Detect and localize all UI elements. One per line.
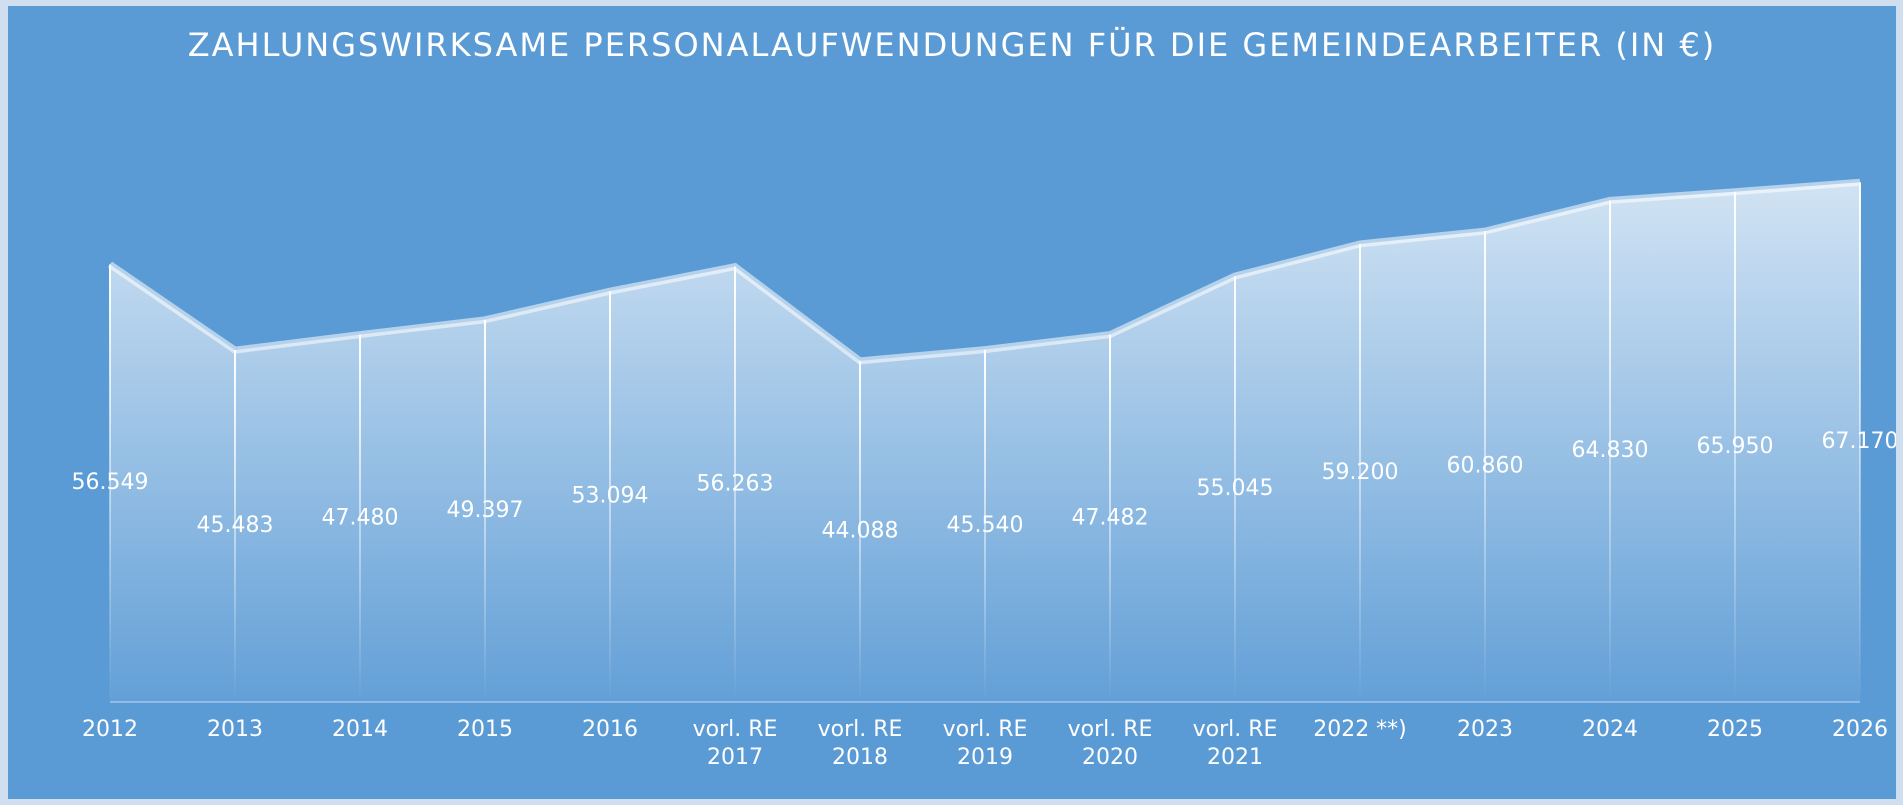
x-tick-label: vorl. RE 2019 [942, 717, 1028, 770]
data-label: 67.170 [1822, 429, 1896, 454]
x-tick-label: 2014 [332, 717, 388, 742]
x-tick-label: 2026 [1832, 717, 1888, 742]
x-tick-label: vorl. RE 2018 [817, 717, 903, 770]
data-label: 55.045 [1197, 476, 1274, 501]
data-label: 47.480 [322, 505, 399, 530]
x-tick-label: 2013 [207, 717, 263, 742]
x-tick-label: 2012 [82, 717, 138, 742]
data-label: 45.540 [947, 513, 1024, 538]
chart: ZAHLUNGSWIRKSAME PERSONALAUFWENDUNGEN FÜ… [8, 6, 1896, 799]
x-tick-label: vorl. RE 2017 [692, 717, 778, 770]
data-label: 56.263 [697, 471, 774, 496]
data-label: 65.950 [1697, 434, 1774, 459]
x-tick-label: vorl. RE 2020 [1067, 717, 1153, 770]
x-tick-label: 2023 [1457, 717, 1513, 742]
x-tick-label: 2015 [457, 717, 513, 742]
x-tick-label: 2024 [1582, 717, 1638, 742]
x-tick-label: 2022 **) [1313, 717, 1407, 742]
data-label: 56.549 [72, 470, 149, 495]
x-tick-label: vorl. RE 2021 [1192, 717, 1278, 770]
data-label: 53.094 [572, 484, 649, 509]
data-label: 47.482 [1072, 505, 1149, 530]
x-tick-label: 2025 [1707, 717, 1763, 742]
data-label: 44.088 [822, 518, 899, 543]
data-label: 64.830 [1572, 438, 1649, 463]
data-label: 49.397 [447, 498, 524, 523]
x-tick-label: 2016 [582, 717, 638, 742]
data-label: 59.200 [1322, 460, 1399, 485]
data-label: 45.483 [197, 513, 274, 538]
area-line [108, 178, 1861, 365]
chart-title: ZAHLUNGSWIRKSAME PERSONALAUFWENDUNGEN FÜ… [188, 26, 1717, 64]
chart-svg: ZAHLUNGSWIRKSAME PERSONALAUFWENDUNGEN FÜ… [72, 26, 1896, 703]
data-label: 60.860 [1447, 454, 1524, 479]
